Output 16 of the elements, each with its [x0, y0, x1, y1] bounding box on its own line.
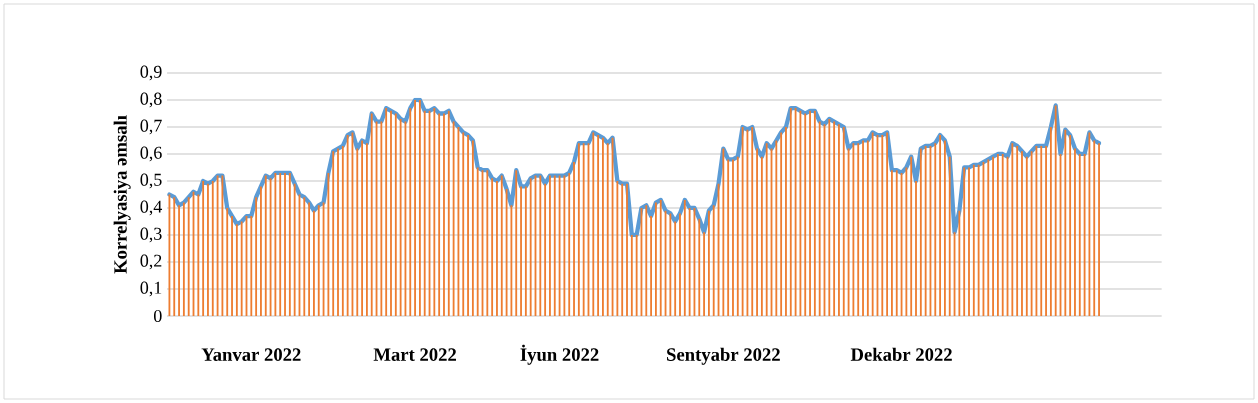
x-tick-label: Dekabr 2022: [850, 347, 952, 361]
y-tick-label: 0,2: [140, 254, 162, 270]
y-tick-label: 0,8: [140, 92, 162, 108]
y-tick-label: 0,7: [140, 119, 162, 135]
y-tick-label: 0,6: [140, 146, 162, 162]
y-tick-label: 0,3: [140, 227, 162, 243]
y-axis-title: Korrelyasiya əmsalı: [113, 115, 131, 274]
x-tick-label: Yanvar 2022: [201, 348, 301, 361]
x-tick-label: İyun 2022: [520, 344, 599, 365]
y-tick-label: 0,9: [140, 65, 162, 81]
y-tick-label: 0: [153, 309, 162, 323]
y-tick-label: 0,4: [140, 200, 163, 216]
x-tick-label: Mart 2022: [373, 348, 456, 361]
x-tick-label: Sentyabr 2022: [667, 347, 780, 365]
y-tick-label: 0,5: [140, 173, 162, 189]
y-tick-label: 0,1: [140, 281, 162, 297]
